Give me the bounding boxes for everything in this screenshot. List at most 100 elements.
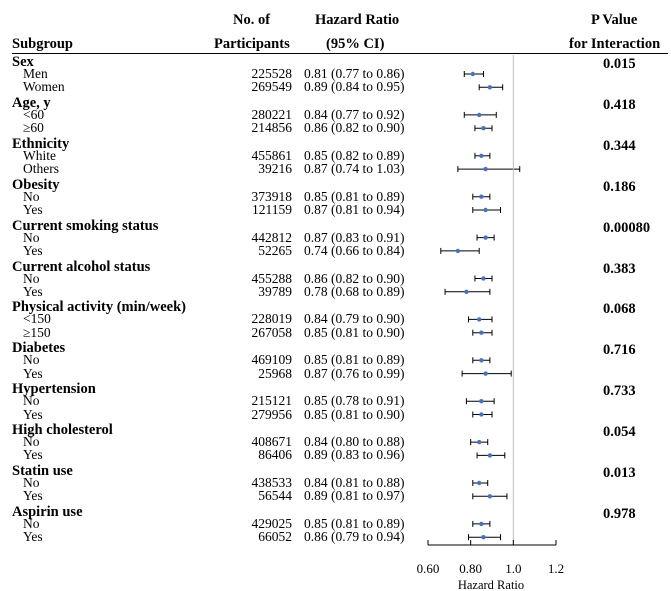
hazard-ratio-ci: 0.85 (0.78 to 0.91) [304,393,405,409]
hazard-ratio-point [481,276,486,281]
participant-count: 269549 [251,79,293,95]
row-label: Men [23,66,48,81]
row-label: <60 [23,106,45,122]
hazard-ratio-point [455,248,461,254]
hazard-ratio-ci: 0.89 (0.81 to 0.97) [304,488,405,504]
p-value: 0.00080 [603,219,651,236]
p-value: 0.015 [603,56,636,72]
group-label: Diabetes [12,340,66,357]
row-label: Yes [23,406,43,422]
participant-count: 280221 [251,106,293,122]
participant-count: 438533 [251,475,293,490]
group-label: Statin use [12,463,73,479]
header-participants-line1: No. of [233,12,271,28]
hazard-ratio-ci: 0.85 (0.81 to 0.90) [304,324,405,340]
p-value: 0.383 [603,260,636,277]
group-label: Age, y [12,94,51,111]
group-label: Aspirin use [12,503,83,520]
header-rule [12,53,668,54]
participant-count: 86406 [258,447,292,463]
hazard-ratio-ci: 0.86 (0.82 to 0.90) [304,120,405,136]
participant-count: 469109 [251,352,293,368]
group-label: Hypertension [12,381,96,398]
row-label: No [23,475,40,490]
row-label: ≥60 [23,120,44,136]
participant-count: 408671 [251,434,293,450]
hazard-ratio-point [487,494,493,499]
hazard-ratio-ci: 0.78 (0.68 to 0.89) [304,283,405,299]
hazard-ratio-point [479,399,484,404]
header-hazard-ratio-line1: Hazard Ratio [315,12,400,28]
participant-count: 66052 [258,529,292,545]
participant-count: 228019 [251,311,293,327]
row-label: Yes [23,283,43,299]
p-value: 0.733 [603,383,636,400]
group-label: Current alcohol status [12,258,151,275]
row-label: Yes [23,488,43,504]
header-p-value-line1: P Value [591,12,638,28]
participant-count: 455288 [251,270,293,286]
hazard-ratio-point [479,194,484,199]
hazard-ratio-ci: 0.85 (0.81 to 0.90) [304,406,405,422]
participant-count: 215121 [251,393,293,409]
hazard-ratio-ci: 0.84 (0.81 to 0.88) [304,475,405,490]
participant-count: 121159 [252,202,292,217]
hazard-ratio-ci: 0.81 (0.77 to 0.86) [304,66,405,81]
hazard-ratio-point [477,439,482,445]
participant-count: 56544 [258,488,292,504]
row-label: Yes [23,529,43,545]
x-tick-label: 0.60 [417,561,440,576]
hazard-ratio-ci: 0.87 (0.81 to 0.94) [304,202,405,217]
p-value: 0.013 [603,465,636,481]
hazard-ratio-point [479,330,484,335]
hazard-ratio-point [481,535,486,540]
participant-count: 39216 [258,161,292,177]
hazard-ratio-ci: 0.85 (0.81 to 0.89) [304,352,405,368]
hazard-ratio-point [479,412,484,417]
row-label: Yes [23,202,43,217]
participant-count: 455861 [251,147,293,163]
p-value: 0.054 [603,424,636,441]
p-value: 0.344 [603,137,636,154]
row-label: <150 [23,311,51,327]
hazard-ratio-point [477,480,482,486]
x-tick-label: 1.2 [548,561,564,576]
header-hazard-ratio-line2: (95% CI) [326,36,385,52]
hazard-ratio-point [477,112,482,118]
hazard-ratio-point [479,358,484,363]
hazard-ratio-point [483,166,488,172]
group-label: Physical activity (min/week) [12,299,186,316]
participant-count: 39789 [258,283,292,299]
hazard-ratio-point [483,371,488,376]
participant-count: 25968 [258,365,292,381]
group-label: High cholesterol [12,422,113,439]
x-tick-label: 0.80 [459,561,482,576]
x-tick-label: 1.0 [505,561,521,576]
hazard-ratio-ci: 0.86 (0.79 to 0.94) [304,529,405,545]
p-value: 0.418 [603,96,636,113]
header-subgroup: Subgroup [12,36,73,52]
participant-count: 214856 [251,120,293,136]
p-value: 0.716 [603,342,636,359]
hazard-ratio-ci: 0.84 (0.79 to 0.90) [304,311,405,327]
p-value: 0.068 [603,301,636,318]
hazard-ratio-ci: 0.85 (0.82 to 0.89) [304,147,405,163]
row-label: No [23,393,40,409]
hazard-ratio-point [470,71,475,77]
hazard-ratio-point [464,289,469,294]
hazard-ratio-ci: 0.87 (0.83 to 0.91) [304,229,405,245]
participant-count: 225528 [251,66,293,81]
group-label: Sex [12,54,34,70]
row-label: No [23,434,40,450]
p-value: 0.978 [603,505,636,522]
hazard-ratio-ci: 0.87 (0.74 to 1.03) [304,161,405,177]
participant-count: 373918 [251,188,293,204]
row-label: No [23,352,40,368]
hazard-ratio-ci: 0.85 (0.81 to 0.89) [304,515,405,531]
hazard-ratio-ci: 0.85 (0.81 to 0.89) [304,188,405,204]
row-label: Yes [23,447,43,463]
hazard-ratio-ci: 0.84 (0.80 to 0.88) [304,434,405,450]
row-label: White [23,147,56,163]
